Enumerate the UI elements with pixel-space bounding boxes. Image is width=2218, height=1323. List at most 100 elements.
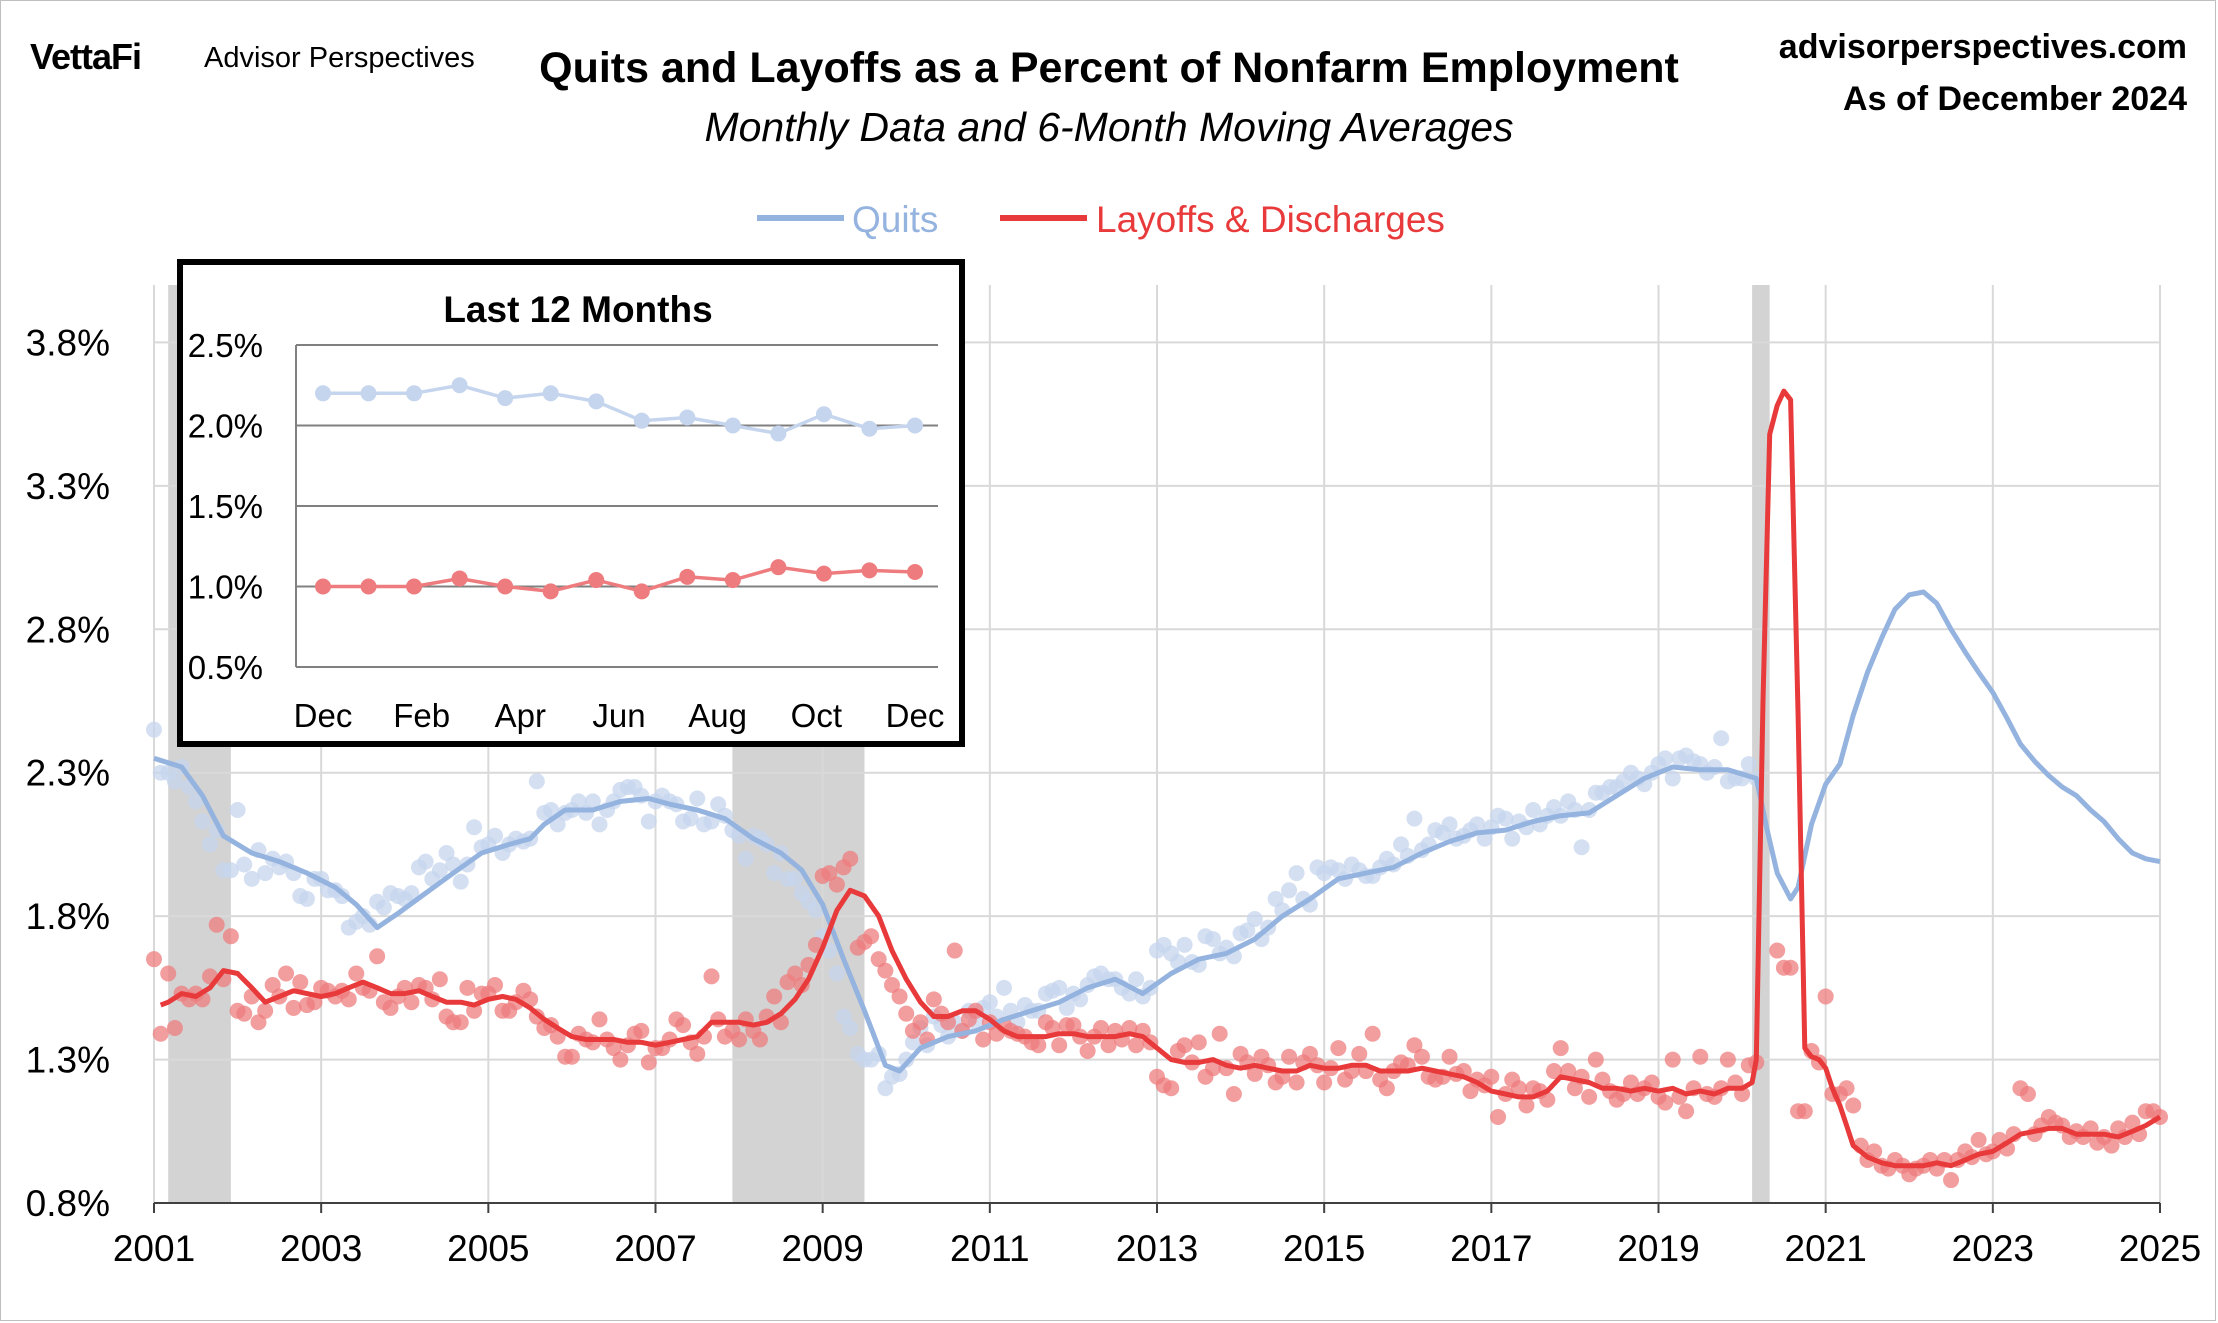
layoffs-monthly-dot [710,1011,727,1028]
layoffs-monthly-dot [1594,1071,1611,1088]
layoffs-monthly-dot [1246,1065,1263,1082]
quits-monthly-dot [166,773,183,790]
layoffs-monthly-dot [160,965,177,982]
layoffs-monthly-dot [1483,1068,1500,1085]
layoffs-monthly-dot [1782,959,1799,976]
inset-quits-point [724,417,741,434]
x-tick-label: 2003 [280,1228,362,1269]
layoffs-monthly-dot [257,1002,274,1019]
inset-quits-point [360,385,377,402]
layoffs-monthly-dot [1092,1020,1109,1037]
layoffs-monthly-dot [1211,1025,1228,1042]
layoffs-monthly-dot [146,951,162,968]
layoffs-monthly-dot [403,994,420,1011]
layoffs-monthly-dot [1796,1103,1813,1120]
layoffs-monthly-dot [975,1031,992,1048]
layoffs-monthly-dot [640,1054,657,1071]
y-tick-label: 2.3% [26,753,110,794]
x-tick-label: 2007 [614,1228,696,1269]
quits-monthly-dot [737,850,754,867]
layoffs-monthly-dot [946,942,963,959]
quits-monthly-dot [898,1051,915,1068]
layoffs-monthly-dot [689,1045,706,1062]
brand-logo: VettaFi [30,36,142,77]
inset-y-tick-label: 2.5% [188,327,263,364]
inset-y-tick-label: 0.5% [188,649,263,686]
as-of-date: As of December 2024 [1843,80,2187,118]
layoffs-monthly-dot [278,965,295,982]
legend-quits-label: Quits [852,199,938,240]
site-url: advisorperspectives.com [1778,28,2187,66]
layoffs-monthly-dot [1970,1131,1987,1148]
inset-layoffs-point [770,559,787,576]
quits-monthly-dot [194,813,211,830]
quits-monthly-dot [1205,931,1222,948]
layoffs-monthly-dot [1539,1091,1556,1108]
layoffs-monthly-dot [863,928,880,945]
quits-monthly-dot [591,816,608,833]
y-tick-label: 0.8% [26,1183,110,1224]
layoffs-monthly-dot [1205,1060,1222,1077]
layoffs-monthly-dot [1678,1103,1695,1120]
layoffs-monthly-dot [348,965,365,982]
quits-monthly-dot [787,870,804,887]
layoffs-monthly-dot [152,1025,169,1042]
layoffs-monthly-dot [912,1014,929,1031]
y-tick-label: 2.8% [26,609,110,650]
quits-monthly-dot [1497,810,1514,827]
layoffs-monthly-dot [1330,1040,1347,1057]
quits-monthly-dot [996,979,1013,996]
quits-monthly-dot [1288,865,1305,882]
quits-monthly-dot [466,819,483,836]
quits-monthly-dot [584,793,601,810]
quits-monthly-dot [640,813,657,830]
quits-monthly-dot [1713,730,1730,747]
layoffs-monthly-dot [1943,1172,1960,1189]
layoffs-monthly-dot [1406,1037,1423,1054]
layoffs-monthly-dot [487,976,504,993]
x-tick-label: 2025 [2119,1228,2201,1269]
quits-monthly-dot [1664,770,1681,787]
inset-layoffs-point [588,572,605,589]
quits-monthly-dot [1657,750,1674,767]
layoffs-monthly-dot [1351,1045,1368,1062]
inset-layoffs-point [907,564,923,581]
quits-monthly-dot [452,873,469,890]
quits-monthly-dot [222,862,239,879]
layoffs-monthly-dot [1490,1108,1507,1125]
inset-y-tick-label: 1.5% [188,488,263,525]
layoffs-monthly-dot [382,999,399,1016]
quits-monthly-dot [243,870,260,887]
layoffs-monthly-dot [1364,1025,1381,1042]
layoffs-monthly-dot [1587,1051,1604,1068]
inset-layoffs-point [315,578,331,595]
layoffs-monthly-dot [1281,1048,1298,1065]
inset-layoffs-point [497,578,514,595]
layoffs-monthly-dot [1845,1097,1862,1114]
inset-x-tick-label: Feb [393,697,450,734]
layoffs-monthly-dot [1510,1080,1527,1097]
layoffs-monthly-dot [1378,1080,1395,1097]
layoffs-monthly-dot [222,928,239,945]
inset-x-tick-label: Dec [886,697,945,734]
layoffs-monthly-dot [828,876,845,893]
x-tick-label: 2021 [1785,1228,1867,1269]
inset-quits-point [315,385,331,402]
layoffs-monthly-dot [1288,1074,1305,1091]
layoffs-monthly-dot [1225,1085,1242,1102]
layoffs-monthly-dot [1051,1037,1068,1054]
layoffs-monthly-dot [2103,1137,2120,1154]
layoffs-monthly-dot [1657,1094,1674,1111]
x-tick-label: 2011 [950,1228,1030,1269]
quits-monthly-dot [1128,971,1145,988]
layoffs-monthly-dot [751,1031,768,1048]
quits-moving-average-line [153,589,2161,1074]
layoffs-monthly-dot [1769,942,1786,959]
quits-monthly-dot [375,899,392,916]
inset-quits-point [861,420,878,437]
inset-quits-point [497,390,514,407]
layoffs-monthly-dot [1518,1097,1535,1114]
quits-monthly-dot [682,810,699,827]
layoffs-monthly-dot [1546,1063,1563,1080]
